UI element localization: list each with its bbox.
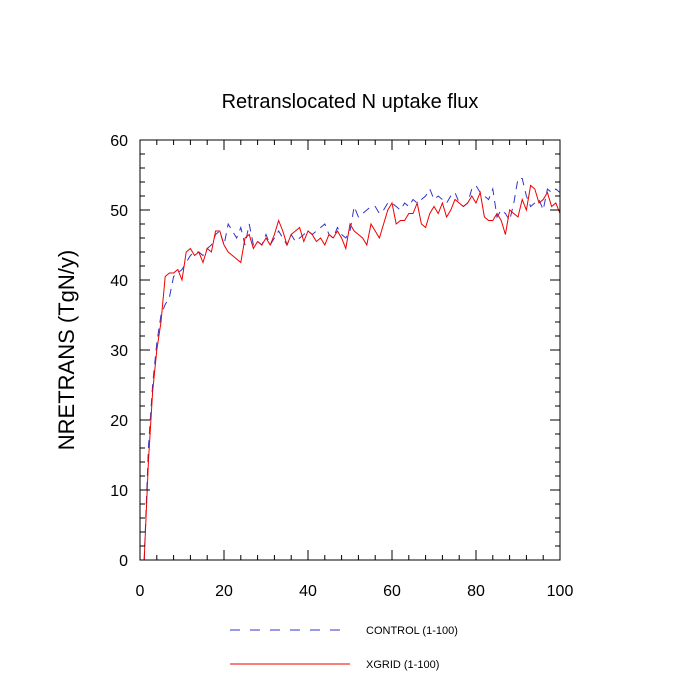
y-tick-label: 60 bbox=[110, 133, 128, 150]
plot-series bbox=[143, 178, 561, 561]
series-line-1 bbox=[143, 178, 561, 561]
y-tick-label: 30 bbox=[110, 343, 128, 360]
series-line-2 bbox=[143, 184, 561, 561]
x-tick-label: 60 bbox=[383, 583, 401, 600]
y-tick-label: 20 bbox=[110, 413, 128, 430]
plot-frame bbox=[139, 139, 561, 561]
axes: 0 20 40 60 80 100 0 10 20 30 40 50 60 bbox=[110, 133, 573, 600]
chart-title: Retranslocated N uptake flux bbox=[222, 91, 479, 113]
y-tick-label: 0 bbox=[119, 553, 128, 570]
legend-label-2: XGRID (1-100) bbox=[366, 659, 439, 671]
x-tick-label: 80 bbox=[467, 583, 485, 600]
legend: CONTROL (1-100) XGRID (1-100) bbox=[230, 625, 458, 671]
y-tick-label: 10 bbox=[110, 483, 128, 500]
y-tick-label: 50 bbox=[110, 203, 128, 220]
y-tick-label: 40 bbox=[110, 273, 128, 290]
legend-label-1: CONTROL (1-100) bbox=[366, 625, 458, 637]
x-tick-label: 40 bbox=[299, 583, 317, 600]
x-tick-label: 20 bbox=[215, 583, 233, 600]
y-axis-label-group: NRETRANS (TgN/y) bbox=[54, 250, 79, 450]
x-tick-label: 100 bbox=[547, 583, 574, 600]
x-tick-label: 0 bbox=[136, 583, 145, 600]
y-axis-label: NRETRANS (TgN/y) bbox=[54, 250, 79, 450]
